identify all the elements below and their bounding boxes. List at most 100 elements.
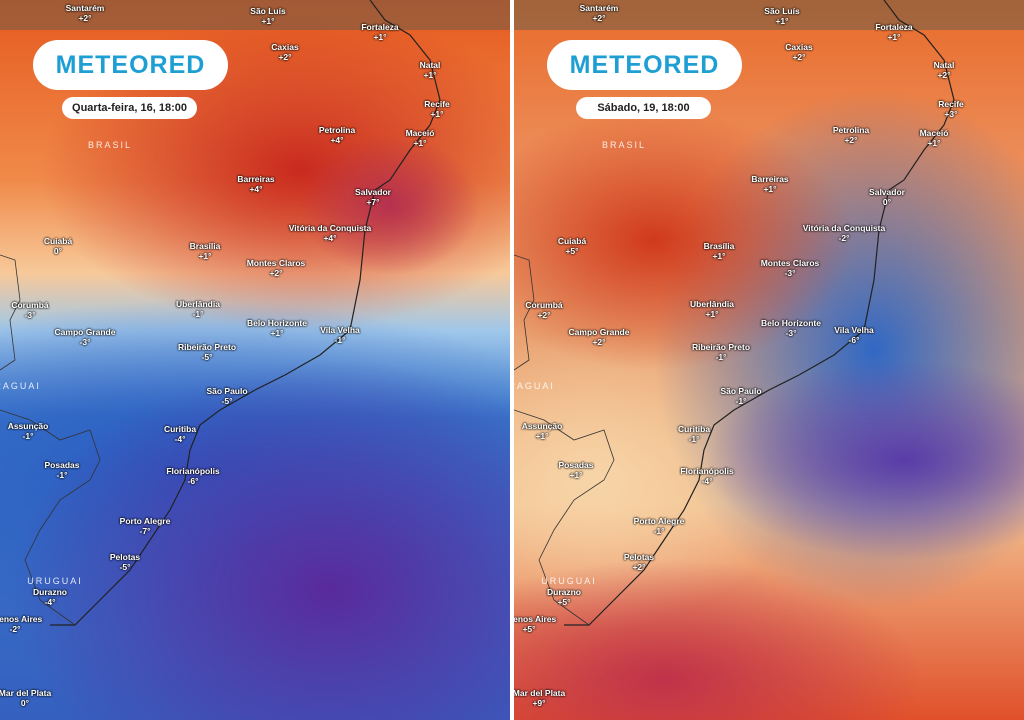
city-label: Mar del Plata 0° <box>0 688 51 708</box>
city-label: Pelotas +2° <box>624 552 654 572</box>
city-temp: +4° <box>330 135 344 145</box>
city-label: Uberlândia -1° <box>176 299 220 319</box>
city-label: Fortaleza +1° <box>361 22 398 42</box>
city-label: Assunção +1° <box>522 421 563 441</box>
date-label: Sábado, 19, 18:00 <box>576 97 711 119</box>
city-label: Florianópolis -4° <box>680 466 733 486</box>
city-label: Mar del Plata +9° <box>514 688 565 708</box>
city-temp: +5° <box>522 624 536 634</box>
city-name: Brasília <box>189 241 221 251</box>
city-label: Petrolina +2° <box>833 125 869 145</box>
city-temp: -1° <box>688 434 700 444</box>
city-label: Campo Grande -3° <box>55 327 116 347</box>
city-name: Mar del Plata <box>0 688 52 698</box>
city-temp: +2° <box>632 562 646 572</box>
border <box>514 254 615 626</box>
city-name: Pelotas <box>623 552 655 562</box>
city-temp: +2° <box>269 268 283 278</box>
city-temp: +5° <box>565 246 579 256</box>
city-label: Corumbá -3° <box>11 300 48 320</box>
city-name: Assunção <box>521 421 563 431</box>
city-label: Vila Velha -1° <box>320 325 360 345</box>
city-name: Durazno <box>33 587 67 597</box>
city-temp: +1° <box>927 138 941 148</box>
city-label: Curitiba -1° <box>678 424 710 444</box>
city-name: Barreiras <box>751 174 789 184</box>
city-name: Vitória da Conquista <box>802 223 886 233</box>
city-label: Cuiabá +5° <box>558 236 586 256</box>
city-label: Santarém +2° <box>580 3 619 23</box>
city-label: Corumbá +2° <box>525 300 562 320</box>
city-name: Montes Claros <box>760 258 820 268</box>
coastline <box>514 0 955 626</box>
border <box>0 254 101 626</box>
city-name: Belo Horizonte <box>761 318 821 328</box>
city-temp: -1° <box>653 526 665 536</box>
city-label: Porto Alegre -7° <box>120 516 171 536</box>
city-label: Ribeirão Preto -1° <box>692 342 750 362</box>
coast <box>50 0 441 626</box>
city-name: Vila Velha <box>320 325 360 335</box>
city-name: São Luís <box>250 6 286 16</box>
city-name: Salvador <box>869 187 905 197</box>
city-name: Montes Claros <box>246 258 306 268</box>
city-name: Mar del Plata <box>514 688 566 698</box>
city-temp: +4° <box>323 233 337 243</box>
city-label: Vila Velha -6° <box>834 325 874 345</box>
city-name: São Luís <box>764 6 800 16</box>
city-temp: +9° <box>532 698 546 708</box>
city-temp: -3° <box>785 328 797 338</box>
city-name: Petrolina <box>318 125 356 135</box>
city-temp: -3° <box>784 268 796 278</box>
logo: METEORED <box>547 40 742 90</box>
city-temp: 0° <box>53 246 63 256</box>
city-label: Natal +2° <box>934 60 955 80</box>
city-temp: 0° <box>20 698 30 708</box>
city-temp: -1° <box>192 309 204 319</box>
city-temp: 0° <box>882 197 892 207</box>
city-name: Natal <box>419 60 441 70</box>
city-temp: +1° <box>270 328 284 338</box>
city-label: Caxias +2° <box>271 42 298 62</box>
city-label: Belo Horizonte -3° <box>761 318 821 338</box>
city-label: Recife +1° <box>424 99 450 119</box>
city-label: Durazno -4° <box>33 587 67 607</box>
city-temp: +1° <box>712 251 726 261</box>
city-label: Pelotas -5° <box>110 552 140 572</box>
city-temp: +2° <box>592 13 606 23</box>
city-name: Fortaleza <box>361 22 399 32</box>
city-temp: -2° <box>9 624 21 634</box>
city-label: Vitória da Conquista +4° <box>289 223 372 243</box>
city-label: Porto Alegre -1° <box>634 516 685 536</box>
city-name: Pelotas <box>109 552 141 562</box>
city-temp: -2° <box>838 233 850 243</box>
coastline <box>0 0 441 626</box>
city-label: Cuiabá 0° <box>44 236 72 256</box>
city-label: Uberlândia +1° <box>690 299 734 319</box>
city-name: Vitória da Conquista <box>288 223 372 233</box>
city-temp: +7° <box>366 197 380 207</box>
city-label: Vitória da Conquista -2° <box>803 223 886 243</box>
city-temp: +1° <box>423 70 437 80</box>
city-name: Salvador <box>355 187 391 197</box>
date-label: Quarta-feira, 16, 18:00 <box>62 97 197 119</box>
city-temp: +1° <box>775 16 789 26</box>
city-name: Posadas <box>44 460 80 470</box>
city-name: Recife <box>424 99 450 109</box>
city-temp: -4° <box>701 476 713 486</box>
country-label: PARAGUAI <box>514 381 555 391</box>
city-name: São Paulo <box>206 386 248 396</box>
city-label: Curitiba -4° <box>164 424 196 444</box>
city-label: Buenos Aires+5° <box>514 614 556 634</box>
city-temp: +2° <box>937 70 951 80</box>
city-label: Natal +1° <box>420 60 441 80</box>
city-name: Recife <box>938 99 964 109</box>
city-name: Ribeirão Preto <box>691 342 751 352</box>
city-temp: +2° <box>592 337 606 347</box>
city-temp: +1° <box>373 32 387 42</box>
city-temp: +2° <box>78 13 92 23</box>
city-label: Montes Claros +2° <box>247 258 306 278</box>
city-temp: -5° <box>201 352 213 362</box>
city-name: Curitiba <box>677 424 711 434</box>
